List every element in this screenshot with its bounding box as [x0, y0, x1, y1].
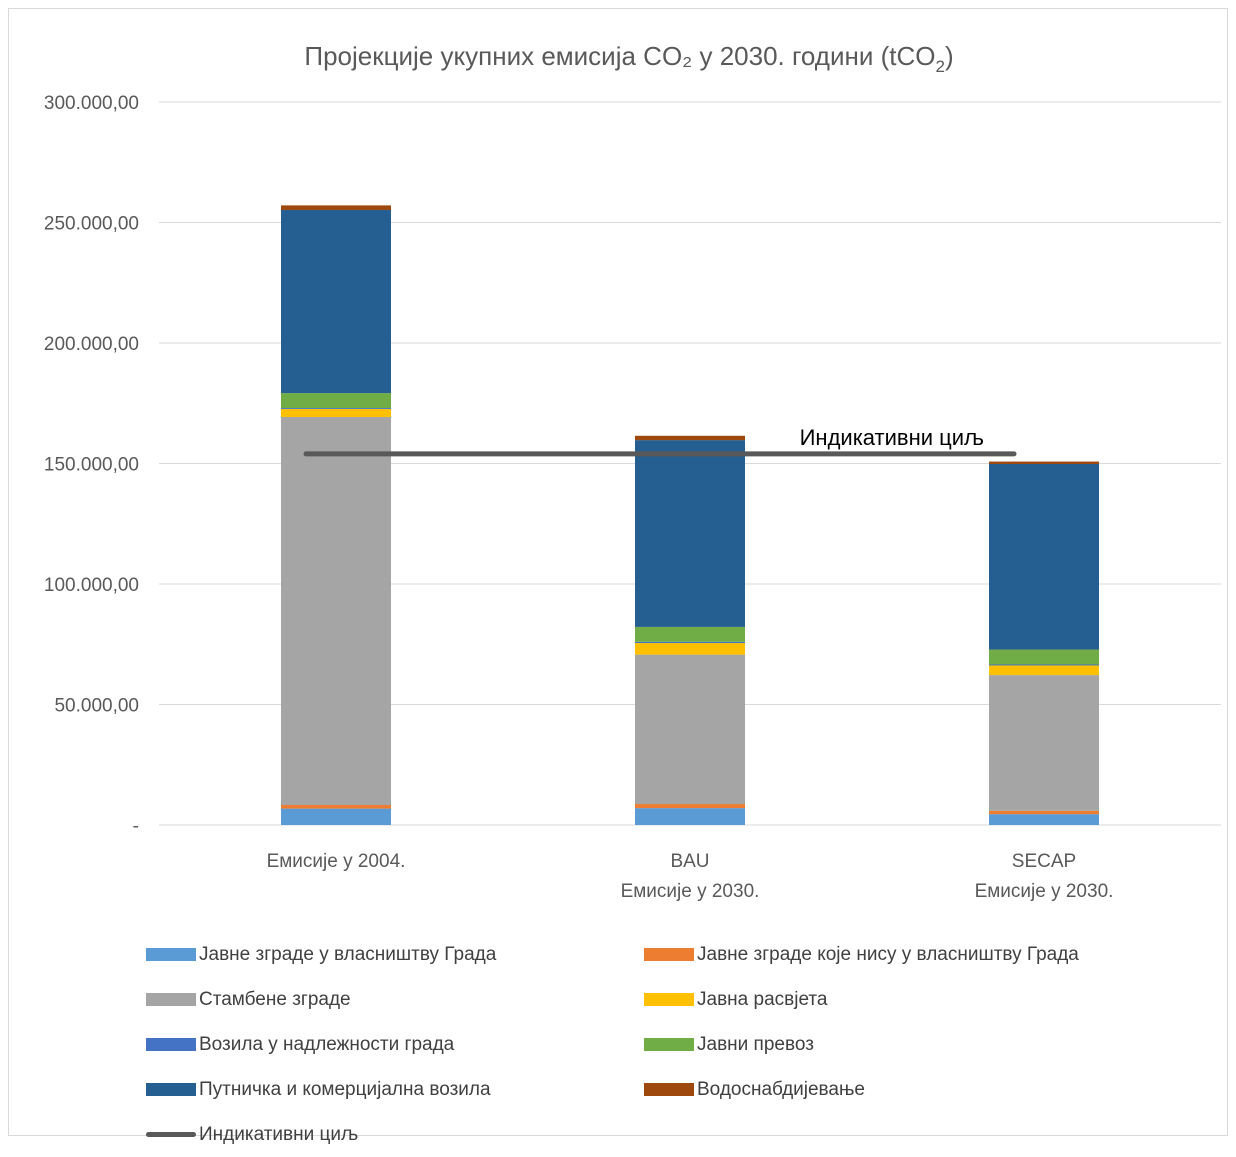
bar-segment [989, 461, 1099, 464]
legend-row: Стамбене зграде Јавна расвјета [146, 977, 1206, 1022]
bar-segment [635, 641, 745, 644]
bar-segment [989, 649, 1099, 665]
legend-swatch [146, 948, 196, 961]
bar-segment [281, 205, 391, 210]
bar-segment [281, 408, 391, 410]
legend-label: Јавне зграде у власништву Града [199, 943, 497, 965]
bar-segment [635, 808, 745, 825]
bar-segment [281, 393, 391, 409]
bar-segment [989, 675, 1099, 811]
legend-label: Возила у надлежности града [199, 1033, 455, 1055]
legend-item: Путничка и комерцијална возила [146, 1079, 644, 1101]
legend-swatch [146, 1083, 196, 1096]
legend-item: Возила у надлежности града [146, 1034, 644, 1056]
legend-swatch [644, 948, 694, 961]
y-tick-label: 200.000,00 [44, 334, 139, 355]
legend-item: Јавни превоз [644, 1034, 1142, 1056]
legend: Јавне зграде у власништву Града Јавне згр… [146, 932, 1206, 1157]
y-tick-label: 150.000,00 [44, 455, 139, 476]
bar-segment [281, 808, 391, 825]
legend-swatch [146, 1132, 196, 1137]
x-axis-labels: Емисије у 2004. BAU Емисије у 2030. SECAP Ем… [267, 851, 1114, 902]
bar-segment [281, 209, 391, 394]
legend-label: Стамбене зграде [199, 988, 351, 1010]
target-line-group: Индикативни циљ [303, 425, 1017, 457]
bar-segment [281, 804, 391, 809]
bar-segment [635, 440, 745, 627]
legend-swatch [644, 993, 694, 1006]
bar-segment [989, 810, 1099, 815]
legend-label: Јавна расвјета [697, 988, 828, 1010]
bars [281, 205, 1099, 825]
chart-frame: Пројекције укупних емисија CO₂ у 2030. г… [8, 8, 1228, 1145]
bar-segment [635, 626, 745, 642]
legend-item: Јавна расвјета [644, 989, 1142, 1011]
legend-row: Јавне зграде у власништву Града Јавне згр… [146, 932, 1206, 977]
stacked-bar-chart: Пројекције укупних емисија CO₂ у 2030. г… [44, 41, 1221, 902]
y-tick-label: 50.000,00 [54, 696, 139, 717]
legend-row: Индикативни циљ [146, 1112, 1206, 1157]
chart-title: Пројекције укупних емисија CO₂ у 2030. г… [304, 41, 953, 76]
x-tick-label: BAU [670, 851, 709, 872]
bar-segment [281, 409, 391, 417]
legend-label: Јавни превоз [697, 1033, 814, 1055]
legend-item: Индикативни циљ [146, 1124, 644, 1146]
legend-item: Јавне зграде које нису у власништву Град… [644, 944, 1142, 966]
y-tick-label: 250.000,00 [44, 214, 139, 235]
bar-segment [989, 665, 1099, 676]
x-tick-label: SECAP [1012, 851, 1076, 872]
legend-item: Водоснабдијевање [644, 1079, 1142, 1101]
legend-swatch [644, 1038, 694, 1051]
legend-row: Путничка и комерцијална возила Водоснабди… [146, 1067, 1206, 1112]
legend-row: Возила у надлежности града Јавни превоз [146, 1022, 1206, 1067]
x-tick-label: Емисије у 2030. [975, 881, 1114, 902]
target-line-label: Индикативни циљ [800, 425, 984, 450]
legend-swatch [146, 993, 196, 1006]
bar-segment [989, 463, 1099, 650]
legend-item: Стамбене зграде [146, 989, 644, 1011]
legend-label: Јавне зграде које нису у власништву Град… [697, 943, 1079, 965]
legend-item: Јавне зграде у власништву Града [146, 944, 644, 966]
bar-segment [635, 643, 745, 655]
bar-segment [635, 654, 745, 805]
legend-swatch [146, 1038, 196, 1051]
bar-segment [989, 664, 1099, 666]
x-tick-label: Емисије у 2004. [267, 851, 406, 872]
legend-swatch [644, 1083, 694, 1096]
legend-label: Путничка и комерцијална возила [199, 1078, 491, 1100]
bar-segment [635, 435, 745, 441]
y-tick-label: 100.000,00 [44, 575, 139, 596]
legend-label: Индикативни циљ [199, 1123, 359, 1145]
x-tick-label: Емисије у 2030. [621, 881, 760, 902]
chart-title-subscript: 2 [935, 57, 944, 76]
bar-segment [635, 804, 745, 809]
y-axis-labels: - 50.000,00 100.000,00 150.000,00 200.000,00… [44, 93, 139, 837]
y-tick-label: 300.000,00 [44, 93, 139, 114]
y-tick-label: - [133, 816, 139, 837]
legend-label: Водоснабдијевање [697, 1078, 866, 1100]
bar-segment [989, 814, 1099, 825]
bar-segment [281, 416, 391, 805]
